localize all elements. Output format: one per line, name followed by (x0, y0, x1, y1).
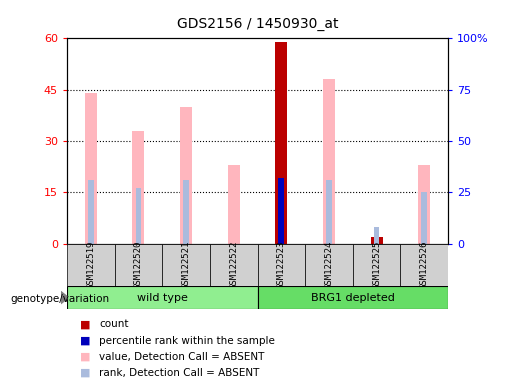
Bar (371, 237, 383, 244)
Bar (210, 244, 258, 286)
Bar (135, 189, 141, 244)
Text: GSM122521: GSM122521 (182, 241, 191, 289)
Bar (326, 180, 332, 244)
Text: percentile rank within the sample: percentile rank within the sample (99, 336, 276, 346)
Text: rank, Detection Call = ABSENT: rank, Detection Call = ABSENT (99, 368, 260, 378)
Bar (114, 244, 162, 286)
Text: ■: ■ (80, 319, 90, 329)
Bar (67, 286, 258, 309)
Bar (323, 79, 335, 244)
Bar (88, 180, 94, 244)
Bar (421, 192, 427, 244)
Bar (279, 178, 284, 244)
Text: GSM122520: GSM122520 (134, 241, 143, 289)
Bar (258, 244, 305, 286)
Bar (401, 244, 448, 286)
Text: GSM122523: GSM122523 (277, 241, 286, 289)
Text: GDS2156 / 1450930_at: GDS2156 / 1450930_at (177, 17, 338, 31)
Bar (374, 227, 380, 244)
Bar (183, 180, 189, 244)
Bar (67, 244, 115, 286)
Bar (418, 165, 430, 244)
Bar (180, 107, 192, 244)
Bar (162, 244, 210, 286)
Bar (371, 237, 383, 244)
Bar (228, 165, 239, 244)
Text: GSM122526: GSM122526 (420, 241, 428, 289)
Text: GSM122522: GSM122522 (229, 241, 238, 289)
Text: ■: ■ (80, 368, 90, 378)
Text: GSM122525: GSM122525 (372, 241, 381, 289)
Bar (305, 244, 353, 286)
Text: BRG1 depleted: BRG1 depleted (311, 293, 394, 303)
Polygon shape (61, 291, 68, 304)
Text: GSM122519: GSM122519 (87, 241, 95, 289)
Text: value, Detection Call = ABSENT: value, Detection Call = ABSENT (99, 352, 265, 362)
Text: ■: ■ (80, 352, 90, 362)
Text: ■: ■ (80, 336, 90, 346)
Bar (276, 42, 287, 244)
Text: count: count (99, 319, 129, 329)
Text: GSM122524: GSM122524 (324, 241, 333, 289)
Bar (353, 244, 401, 286)
Bar (258, 286, 448, 309)
Text: genotype/variation: genotype/variation (10, 294, 109, 304)
Bar (85, 93, 97, 244)
Bar (276, 42, 287, 244)
Text: wild type: wild type (137, 293, 187, 303)
Bar (132, 131, 144, 244)
